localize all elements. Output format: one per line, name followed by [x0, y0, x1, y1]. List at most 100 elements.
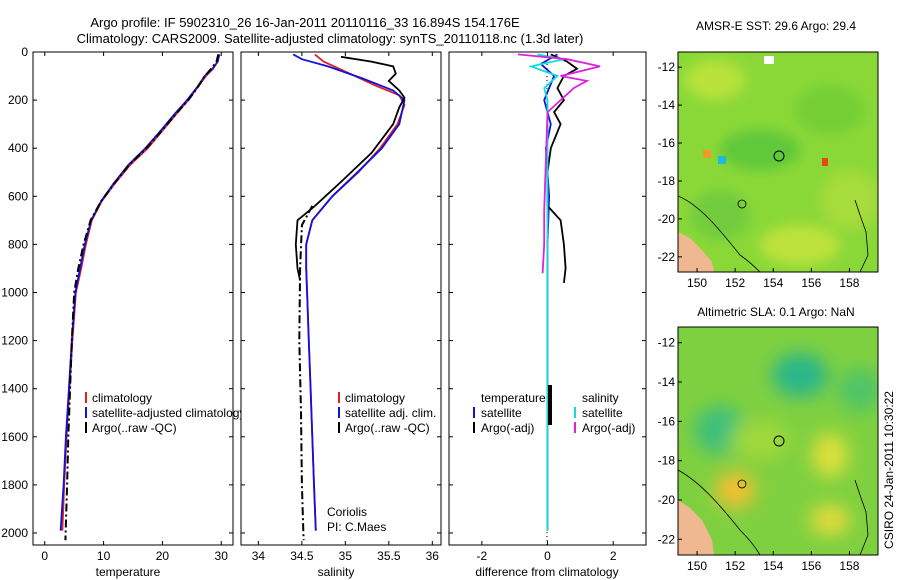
- argo-float-marker: [773, 150, 785, 162]
- map-y-tick-label: -16: [658, 136, 676, 150]
- salinity-series-line-2: [294, 55, 406, 281]
- sla-patch: [715, 472, 755, 508]
- x-tick-label: 34: [252, 549, 266, 563]
- side-timestamp: CSIRO 24-Jan-2011 10:30:22: [882, 391, 896, 549]
- difference-ticks: -2 0 2: [449, 51, 646, 563]
- argo-float-marker: [773, 435, 785, 447]
- legend-label-sal-argo: Argo(-adj): [582, 421, 635, 435]
- sst-patch: [690, 190, 750, 240]
- y-tick-label: 600: [8, 189, 28, 203]
- y-tick-label: 1000: [1, 285, 28, 299]
- sla-patch: [812, 433, 848, 477]
- x-tick-label: 10: [97, 549, 111, 563]
- difference-series: [517, 53, 601, 531]
- legend-label-sal-satellite: satellite: [582, 406, 623, 420]
- map-x-tick-label: 150: [687, 276, 707, 290]
- map-x-tick-label: 152: [725, 276, 745, 290]
- sla-map-frame: [677, 326, 879, 556]
- y-tick-label: 1400: [1, 382, 28, 396]
- temperature-series-line-1: [59, 54, 221, 531]
- sst-map-field: [678, 52, 878, 272]
- map-x-tick-label: 152: [725, 559, 745, 573]
- y-tick-label: 200: [8, 93, 28, 107]
- sst-coast: [854, 199, 869, 272]
- sla-patch: [838, 368, 878, 412]
- salinity-panel: 34 34.5 35 35.5 36 salinity climatology sate…: [240, 51, 442, 579]
- map-x-tick-label: 154: [763, 276, 783, 290]
- sst-patch: [820, 170, 878, 230]
- x-tick-label: 35.5: [377, 549, 401, 563]
- difference-panel: -2 0 2 difference from climatology tempera…: [448, 51, 647, 579]
- x-tick-label: 20: [156, 549, 170, 563]
- map-y-tick-label: -16: [658, 414, 676, 428]
- temperature-xlabel: temperature: [96, 565, 161, 579]
- legend-label-satellite: satellite-adjusted climatology: [92, 406, 245, 420]
- sla-coast: [854, 479, 869, 555]
- y-tick-label: 0: [21, 45, 28, 59]
- sst-missing-pixel: [764, 56, 774, 64]
- temperature-ticks: 0 10 20 30 0 200 400 600 800 1000 1200 1400 1600 1800…: [1, 45, 233, 563]
- x-tick-label: 36: [426, 549, 440, 563]
- map-y-tick-label: -14: [658, 98, 676, 112]
- legend-title-salinity: salinity: [582, 391, 619, 405]
- sla-patch: [730, 420, 790, 460]
- reef-marker: [737, 479, 747, 489]
- map-y-tick-label: -12: [658, 60, 676, 74]
- y-tick-label: 1600: [1, 430, 28, 444]
- salinity-xlabel: salinity: [318, 565, 355, 579]
- x-tick-label: 2: [610, 549, 617, 563]
- y-tick-label: 1200: [1, 334, 28, 348]
- difference-series-line-1: [546, 53, 579, 284]
- sst-map-title: AMSR-E SST: 29.6 Argo: 29.4: [696, 19, 856, 33]
- map-y-tick-label: -18: [658, 454, 676, 468]
- annotation-coriolis: Coriolis: [327, 505, 367, 519]
- sst-map-ticks: 150 152 154 156 158 -12 -14 -16 -18 -20 -22: [658, 60, 860, 290]
- sla-map-panel: Altimetric SLA: 0.1 Argo: NaN 150 152 154 1…: [658, 305, 879, 573]
- y-tick-label: 400: [8, 141, 28, 155]
- legend-label-argo: Argo(..raw -QC): [345, 421, 430, 435]
- sst-patch: [795, 85, 865, 135]
- legend-label-climatology: climatology: [345, 391, 405, 405]
- y-tick-label: 800: [8, 237, 28, 251]
- salinity-series: [292, 53, 406, 541]
- sla-land: [678, 500, 714, 555]
- sst-patch: [685, 60, 745, 100]
- sst-map-frame: [677, 51, 879, 273]
- sla-map-ticks: 150 152 154 156 158 -12 -14 -16 -18 -20 -22: [658, 336, 860, 573]
- salinity-axes: [240, 51, 442, 546]
- y-tick-label: 2000: [1, 526, 28, 540]
- legend-label-argo: Argo(..raw -QC): [92, 421, 177, 435]
- annotation-pi: PI: C.Maes: [327, 520, 386, 534]
- map-y-tick-label: -12: [658, 336, 676, 350]
- x-tick-label: -2: [476, 549, 487, 563]
- map-x-tick-label: 154: [763, 559, 783, 573]
- title-line-2: Climatology: CARS2009. Satellite-adjuste…: [77, 31, 584, 46]
- difference-series-line-3: [517, 53, 601, 274]
- x-tick-label: 30: [215, 549, 229, 563]
- salinity-ticks: 34 34.5 35 35.5 36: [241, 51, 441, 563]
- map-x-tick-label: 156: [801, 559, 821, 573]
- sla-map-title: Altimetric SLA: 0.1 Argo: NaN: [697, 305, 854, 319]
- x-tick-label: 0: [544, 549, 551, 563]
- y-tick-label: 1800: [1, 478, 28, 492]
- sla-patch: [772, 353, 828, 397]
- map-x-tick-label: 150: [687, 559, 707, 573]
- sst-map-panel: AMSR-E SST: 29.6 Argo: 29.4 150 152 154 156…: [658, 19, 879, 290]
- map-y-tick-label: -22: [658, 250, 676, 264]
- temperature-panel: 0 10 20 30 0 200 400 600 800 1000 1200 1400 1600 1800…: [1, 45, 245, 579]
- sst-land: [678, 232, 714, 272]
- x-tick-label: 34.5: [290, 549, 314, 563]
- map-y-tick-label: -18: [658, 174, 676, 188]
- sla-coast: [678, 469, 761, 555]
- sla-map-field: [678, 327, 878, 555]
- legend-label-temp-satellite: satellite: [481, 406, 522, 420]
- map-y-tick-label: -14: [658, 375, 676, 389]
- sst-cool-pixel: [718, 156, 726, 164]
- x-tick-label: 35: [339, 549, 353, 563]
- salinity-series-line-3: [298, 205, 314, 541]
- reef-marker: [737, 199, 747, 209]
- map-x-tick-label: 156: [801, 276, 821, 290]
- temperature-series: [59, 54, 221, 541]
- temperature-legend: climatology satellite-adjusted climatolo…: [85, 391, 245, 435]
